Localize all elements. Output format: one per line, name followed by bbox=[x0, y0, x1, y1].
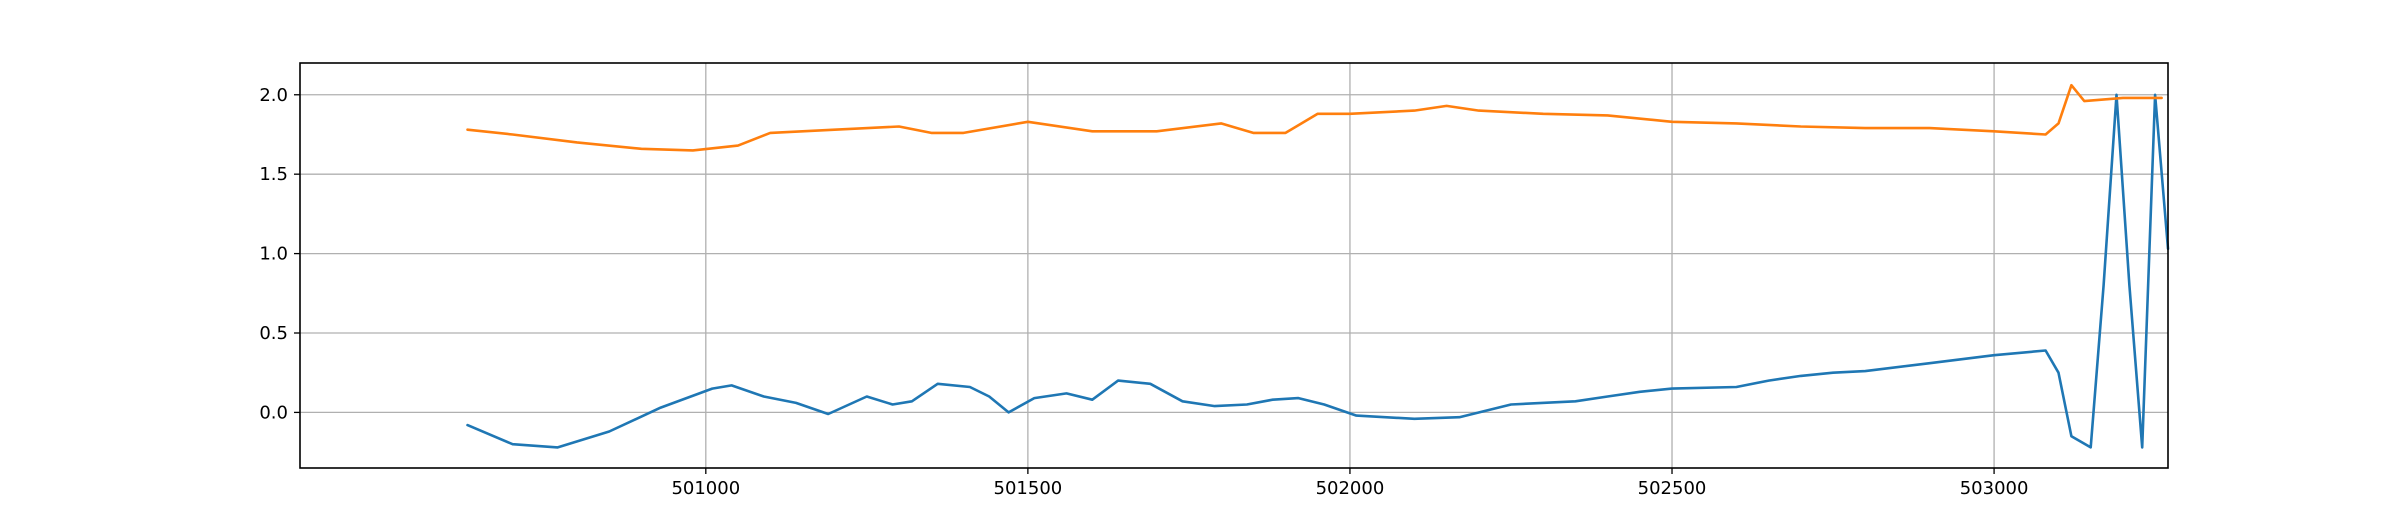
axes: 501000 501500 502000 502500 503000 0.0 0.5 1.0 1… bbox=[259, 85, 2028, 499]
series-line-1 bbox=[466, 93, 2170, 449]
y-tick-label: 0.5 bbox=[259, 323, 288, 344]
x-tick-label: 501000 bbox=[671, 478, 740, 499]
series-line-2 bbox=[466, 83, 2163, 152]
x-tick-label: 501500 bbox=[994, 478, 1063, 499]
y-tick-label: 1.0 bbox=[259, 244, 288, 265]
y-tick-label: 1.5 bbox=[259, 164, 288, 185]
x-tick-label: 503000 bbox=[1960, 478, 2029, 499]
plot-frame bbox=[299, 62, 2169, 469]
x-tick-label: 502500 bbox=[1638, 478, 1707, 499]
y-tick-label: 0.0 bbox=[259, 402, 288, 423]
plot-series bbox=[466, 83, 2170, 449]
x-tick-label: 502000 bbox=[1316, 478, 1385, 499]
grid bbox=[300, 63, 2168, 468]
y-tick-label: 2.0 bbox=[259, 85, 288, 106]
